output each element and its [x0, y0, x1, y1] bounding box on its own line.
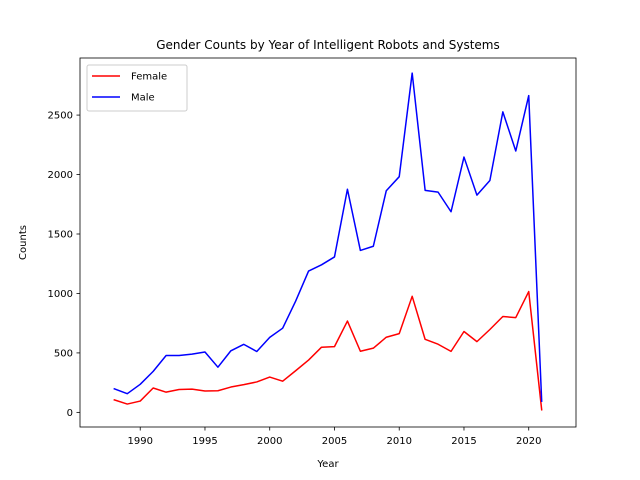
x-tick-label: 2000 — [257, 436, 282, 447]
x-tick-label: 2015 — [451, 436, 476, 447]
y-tick-label: 2000 — [48, 170, 73, 181]
legend-label-female: Female — [131, 72, 167, 83]
legend-label-male: Male — [131, 93, 155, 104]
y-tick-label: 1500 — [48, 229, 73, 240]
y-tick-label: 1000 — [48, 289, 73, 300]
x-tick-label: 2005 — [322, 436, 347, 447]
x-tick-label: 1990 — [127, 436, 152, 447]
chart-title: Gender Counts by Year of Intelligent Rob… — [156, 38, 500, 52]
series-line-male — [113, 72, 543, 402]
x-tick-label: 2020 — [516, 436, 541, 447]
y-axis-label: Counts — [18, 225, 29, 260]
x-tick-label: 2010 — [387, 436, 412, 447]
legend: Female Male — [86, 64, 188, 112]
y-axis: 0 500 1000 1500 2000 2500 — [48, 111, 80, 419]
x-axis: 1990 1995 2000 2005 2010 2015 2020 — [127, 427, 541, 447]
series-layer — [113, 72, 543, 411]
x-axis-label: Year — [316, 459, 339, 470]
y-tick-label: 2500 — [48, 111, 73, 122]
x-tick-label: 1995 — [192, 436, 217, 447]
y-tick-label: 500 — [54, 348, 73, 359]
plot-frame — [79, 57, 577, 428]
series-line-female — [113, 290, 543, 411]
y-tick-label: 0 — [67, 408, 73, 419]
